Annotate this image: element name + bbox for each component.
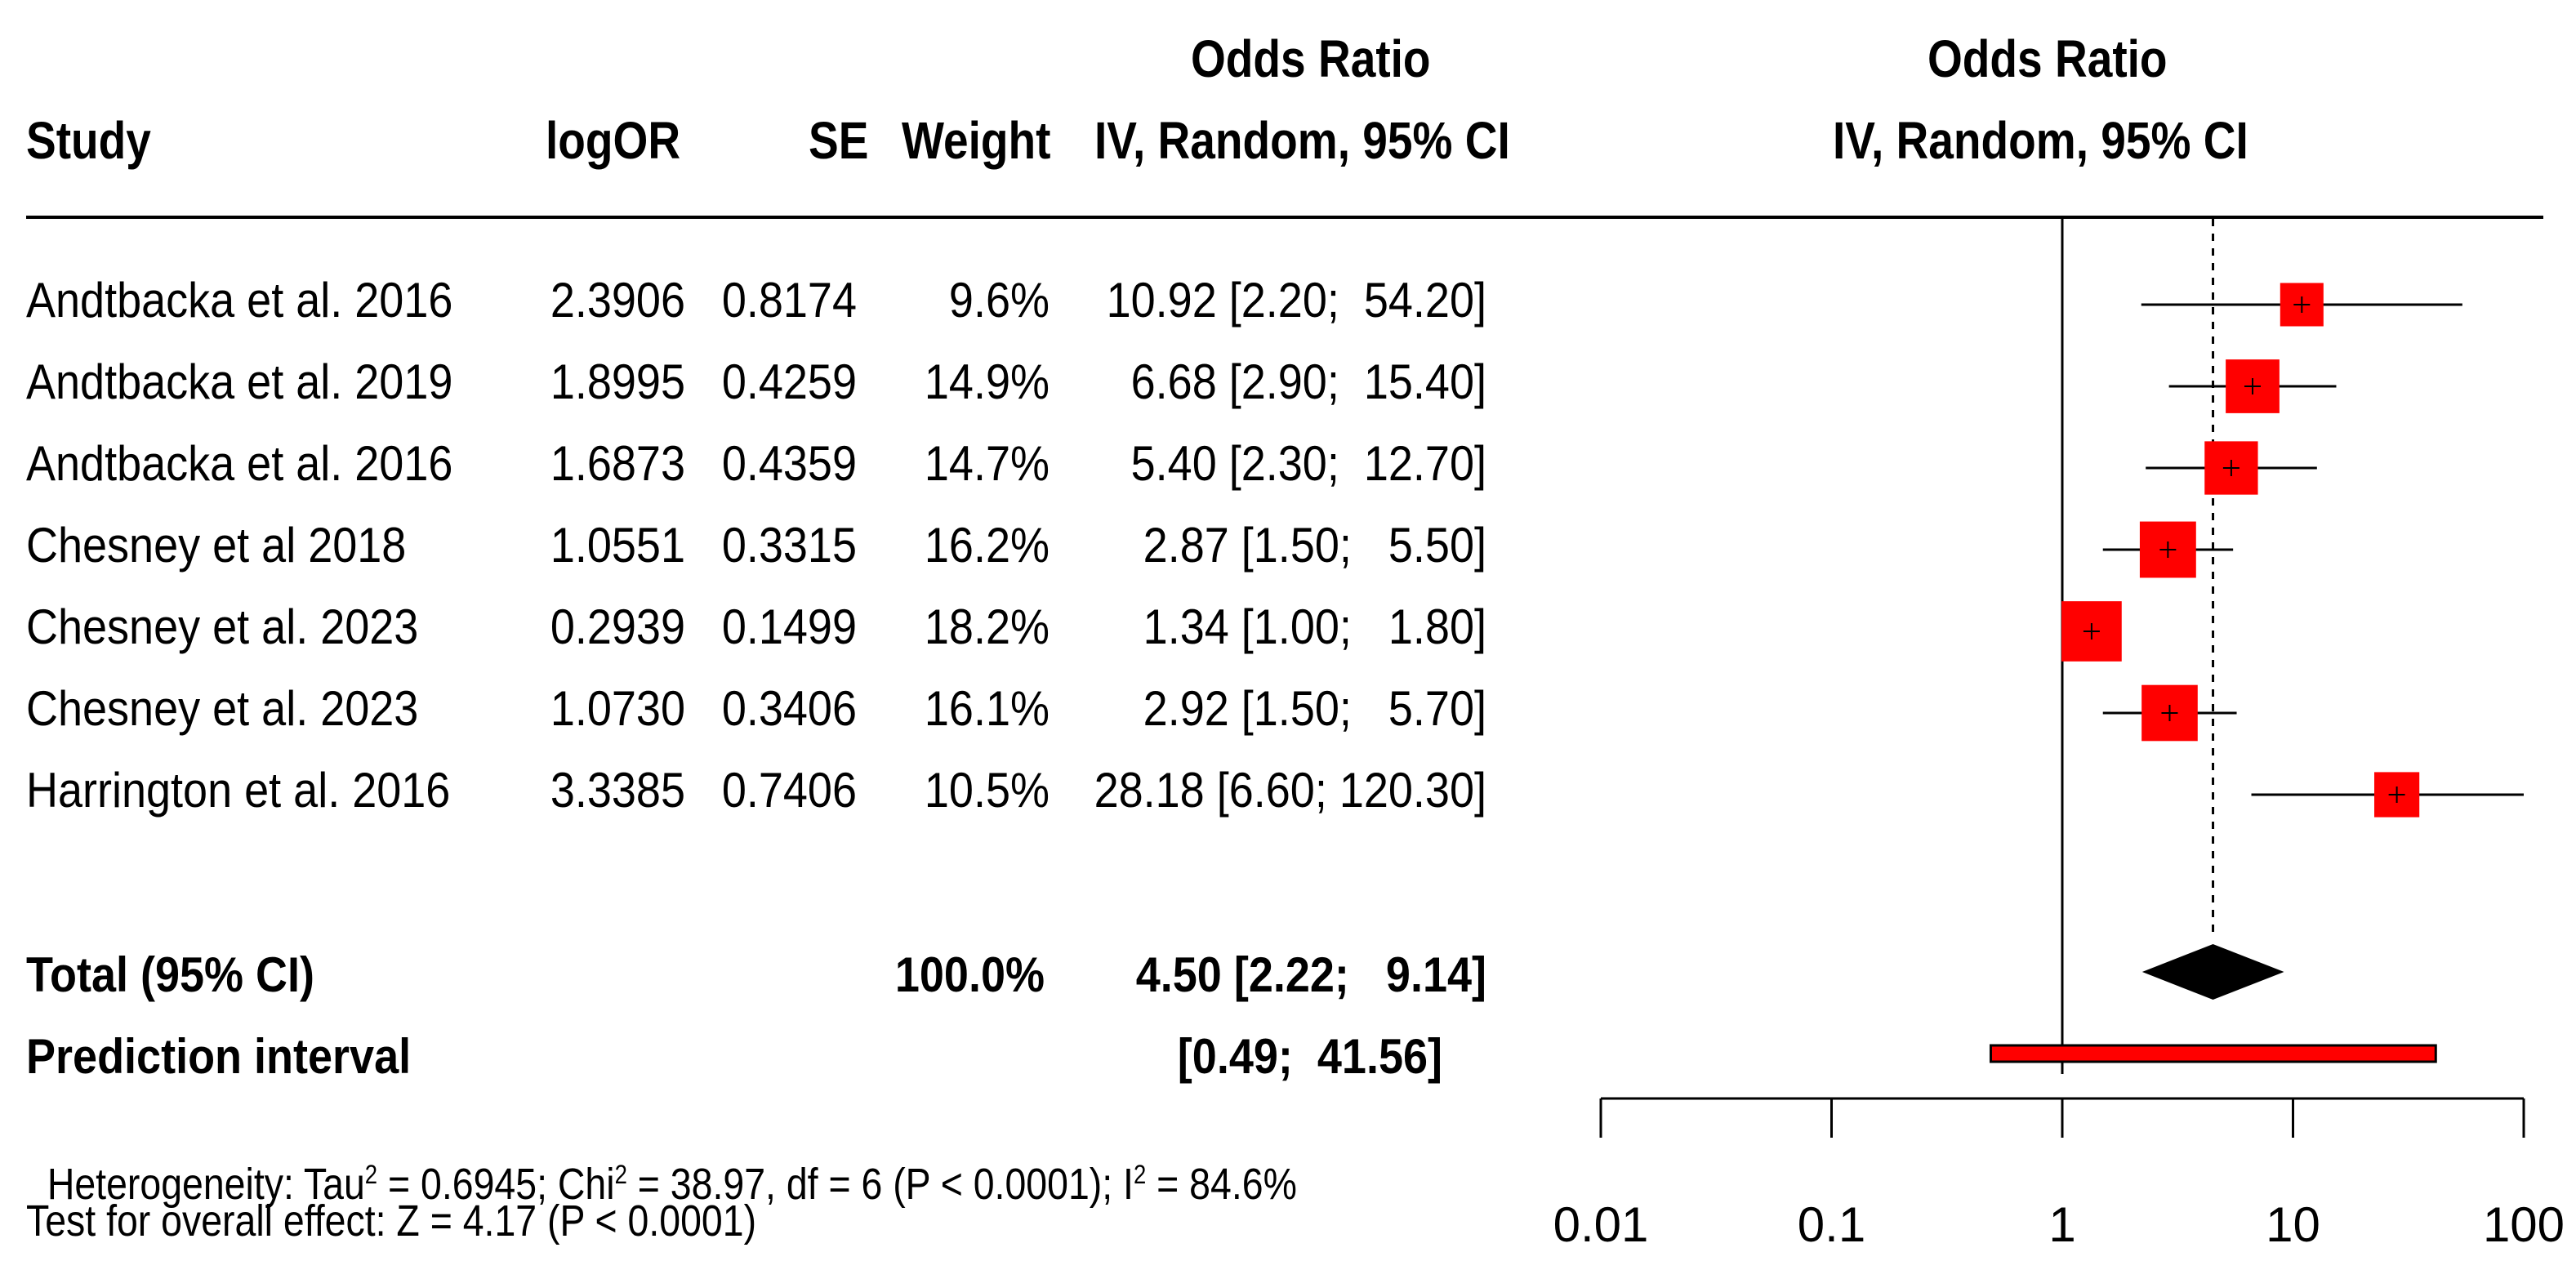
study-ci: 2.92 [1.50; 5.70]: [1143, 681, 1486, 736]
study-logor: 0.2939: [550, 599, 685, 654]
study-weight: 16.2%: [924, 518, 1050, 573]
study-se: 0.1499: [721, 599, 857, 654]
study-name: Andtbacka et al. 2019: [26, 354, 453, 409]
heterogeneity-text: Heterogeneity: Tau2 = 0.6945; Chi2 = 38.…: [47, 1160, 1297, 1209]
study-se: 0.7406: [721, 763, 857, 818]
study-se: 0.3406: [721, 681, 857, 736]
study-logor: 1.0730: [550, 681, 685, 736]
study-ci: 5.40 [2.30; 12.70]: [1130, 436, 1486, 491]
header-weight: Weight: [902, 111, 1051, 170]
total-label: Total (95% CI): [26, 947, 315, 1002]
study-weight: 14.7%: [924, 436, 1050, 491]
study-se: 0.4359: [721, 436, 857, 491]
study-se: 0.8174: [721, 273, 857, 328]
study-weight: 14.9%: [924, 354, 1050, 409]
prediction-interval-bar: [1989, 1044, 2437, 1063]
study-weight: 18.2%: [924, 599, 1050, 654]
study-name: Andtbacka et al. 2016: [26, 436, 453, 491]
x-axis-tick-label: 1: [2048, 1197, 2075, 1252]
overall-effect-text: Test for overall effect: Z = 4.17 (P < 0…: [26, 1196, 757, 1245]
study-weight: 16.1%: [924, 681, 1050, 736]
x-axis-tick-label: 0.1: [1798, 1197, 1865, 1252]
study-logor: 2.3906: [550, 273, 685, 328]
study-name: Andtbacka et al. 2016: [26, 273, 453, 328]
study-logor: 3.3385: [550, 763, 685, 818]
study-ci: 28.18 [6.60; 120.30]: [1094, 763, 1486, 818]
study-ci: 1.34 [1.00; 1.80]: [1143, 599, 1486, 654]
prediction-label: Prediction interval: [26, 1029, 412, 1084]
x-axis-tick-label: 100: [2483, 1197, 2565, 1252]
total-ci: 4.50 [2.22; 9.14]: [1135, 947, 1486, 1002]
header-logor: logOR: [546, 111, 681, 170]
header-or-line2: IV, Random, 95% CI: [1094, 111, 1510, 170]
header-or-line1: Odds Ratio: [1191, 29, 1431, 88]
study-name: Chesney et al. 2023: [26, 681, 419, 736]
study-weight: 10.5%: [924, 763, 1050, 818]
study-logor: 1.8995: [550, 354, 685, 409]
header-study: Study: [26, 111, 151, 170]
study-se: 0.3315: [721, 518, 857, 573]
plot-header-line1: Odds Ratio: [1928, 29, 2168, 88]
header-separator: [26, 216, 2543, 219]
study-name: Harrington et al. 2016: [26, 763, 451, 818]
total-weight: 100.0%: [894, 947, 1045, 1002]
summary-diamond: [2141, 944, 2284, 1000]
study-name: Chesney et al. 2023: [26, 599, 419, 654]
study-ci: 6.68 [2.90; 15.40]: [1130, 354, 1486, 409]
x-axis-tick-label: 10: [2266, 1197, 2320, 1252]
plot-header-line2: IV, Random, 95% CI: [1833, 111, 2248, 170]
prediction-ci: [0.49; 41.56]: [1177, 1029, 1442, 1084]
study-se: 0.4259: [721, 354, 857, 409]
study-ci: 10.92 [2.20; 54.20]: [1106, 273, 1486, 328]
header-se: SE: [809, 111, 869, 170]
study-ci: 2.87 [1.50; 5.50]: [1143, 518, 1486, 573]
x-axis-tick-label: 0.01: [1553, 1197, 1649, 1252]
study-logor: 1.6873: [550, 436, 685, 491]
study-name: Chesney et al 2018: [26, 518, 407, 573]
study-weight: 9.6%: [948, 273, 1050, 328]
study-logor: 1.0551: [550, 518, 685, 573]
